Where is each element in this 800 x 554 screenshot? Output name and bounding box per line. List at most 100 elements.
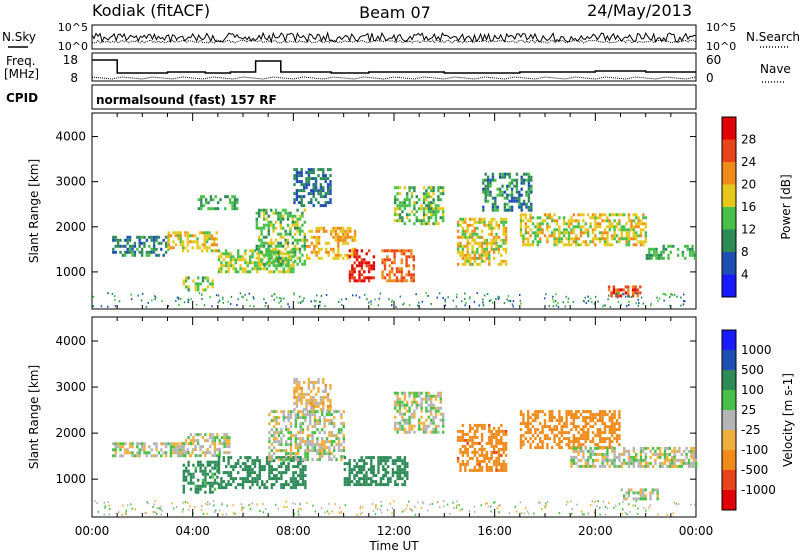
velocity-cell: [485, 465, 489, 469]
power-cell: [498, 187, 502, 191]
velocity-cell: [558, 431, 561, 435]
power-cell: [295, 180, 299, 184]
velocity-cell: [227, 456, 230, 460]
power-cell: [227, 267, 230, 271]
velocity-cell: [659, 461, 662, 465]
power-cell: [203, 231, 206, 235]
power-clutter-cell: [92, 295, 95, 298]
velocity-cell: [227, 462, 230, 466]
velocity-cell: [656, 491, 659, 495]
velocity-clutter-cell: [97, 510, 100, 513]
velocity-cell: [365, 480, 368, 484]
velocity-cell: [656, 455, 659, 459]
power-cell: [179, 231, 182, 235]
velocity-cell: [256, 456, 259, 460]
velocity-cell: [143, 442, 146, 446]
velocity-cell: [396, 477, 399, 481]
power-cell: [337, 241, 340, 245]
power-cell: [437, 186, 440, 190]
velocity-cell: [268, 474, 271, 478]
velocity-cell: [305, 392, 308, 396]
power-cell: [126, 241, 129, 245]
velocity-cell: [615, 437, 619, 441]
velocity-cell: [527, 413, 530, 417]
power-cell: [301, 262, 304, 266]
power-clutter-cell: [341, 304, 343, 306]
power-cell: [606, 243, 609, 247]
power-cell: [398, 249, 401, 253]
velocity-clutter-cell: [599, 513, 601, 516]
power-cell: [225, 249, 228, 253]
power-clutter-cell: [554, 300, 557, 302]
power-cell: [522, 202, 526, 206]
power-cell: [412, 264, 415, 268]
velocity-clutter-cell: [380, 504, 383, 507]
power-cell: [298, 201, 301, 205]
velocity-cell: [659, 446, 662, 450]
power-cell: [506, 187, 509, 191]
velocity-cell: [328, 449, 331, 453]
velocity-cell: [330, 443, 333, 447]
velocity-cell: [577, 440, 580, 444]
power-clutter-cell: [180, 298, 182, 300]
power-cell: [548, 216, 551, 220]
velocity-clutter-cell: [480, 504, 482, 507]
velocity-cell: [555, 434, 559, 438]
power-cell: [150, 250, 153, 254]
power-cell: [456, 262, 460, 266]
velocity-cell: [297, 483, 300, 487]
velocity-cell: [297, 443, 300, 447]
velocity-colorbar-tick-label: 500: [741, 363, 764, 377]
velocity-cell: [246, 459, 249, 463]
power-cell: [608, 243, 611, 247]
velocity-cell: [343, 462, 347, 466]
power-cell: [688, 250, 692, 254]
power-clutter-cell: [278, 301, 280, 304]
velocity-cell: [199, 448, 202, 452]
power-cell: [490, 244, 493, 248]
velocity-cell: [432, 427, 435, 431]
velocity-clutter-cell: [340, 511, 342, 513]
velocity-cell: [258, 474, 261, 478]
velocity-cell: [294, 458, 297, 462]
velocity-cell: [591, 416, 595, 420]
velocity-cell: [575, 461, 578, 465]
power-cell: [603, 237, 607, 241]
power-cell: [260, 259, 263, 263]
power-cell: [294, 214, 297, 218]
power-cell: [486, 199, 490, 203]
velocity-clutter-cell: [152, 506, 154, 509]
power-cell: [667, 256, 670, 260]
velocity-cell: [606, 425, 609, 429]
velocity-cell: [294, 440, 297, 444]
power-cell: [348, 249, 352, 253]
velocity-clutter-cell: [581, 513, 584, 516]
power-cell: [565, 228, 568, 232]
power-cell: [686, 244, 689, 248]
velocity-cell: [618, 428, 621, 432]
velocity-cell: [613, 431, 616, 435]
power-cell: [442, 186, 445, 190]
power-cell: [119, 238, 122, 242]
power-cell: [541, 231, 544, 235]
velocity-cell: [594, 443, 597, 447]
power-cell: [160, 247, 163, 251]
velocity-cell: [575, 437, 578, 441]
velocity-cell: [627, 458, 631, 462]
power-cell: [484, 172, 487, 176]
power-cell: [383, 249, 387, 253]
velocity-clutter-cell: [277, 507, 279, 510]
velocity-clutter-cell: [427, 509, 429, 512]
power-cell: [222, 258, 225, 262]
velocity-cell: [206, 439, 209, 443]
power-cell: [478, 220, 481, 224]
power-cell: [530, 202, 533, 206]
velocity-cell: [194, 487, 197, 491]
velocity-cell: [396, 409, 399, 413]
power-cell: [388, 270, 391, 274]
power-cell: [209, 207, 213, 211]
power-cell: [555, 228, 559, 232]
velocity-cell: [394, 459, 397, 463]
power-cell: [434, 213, 438, 217]
velocity-cell: [310, 380, 313, 384]
